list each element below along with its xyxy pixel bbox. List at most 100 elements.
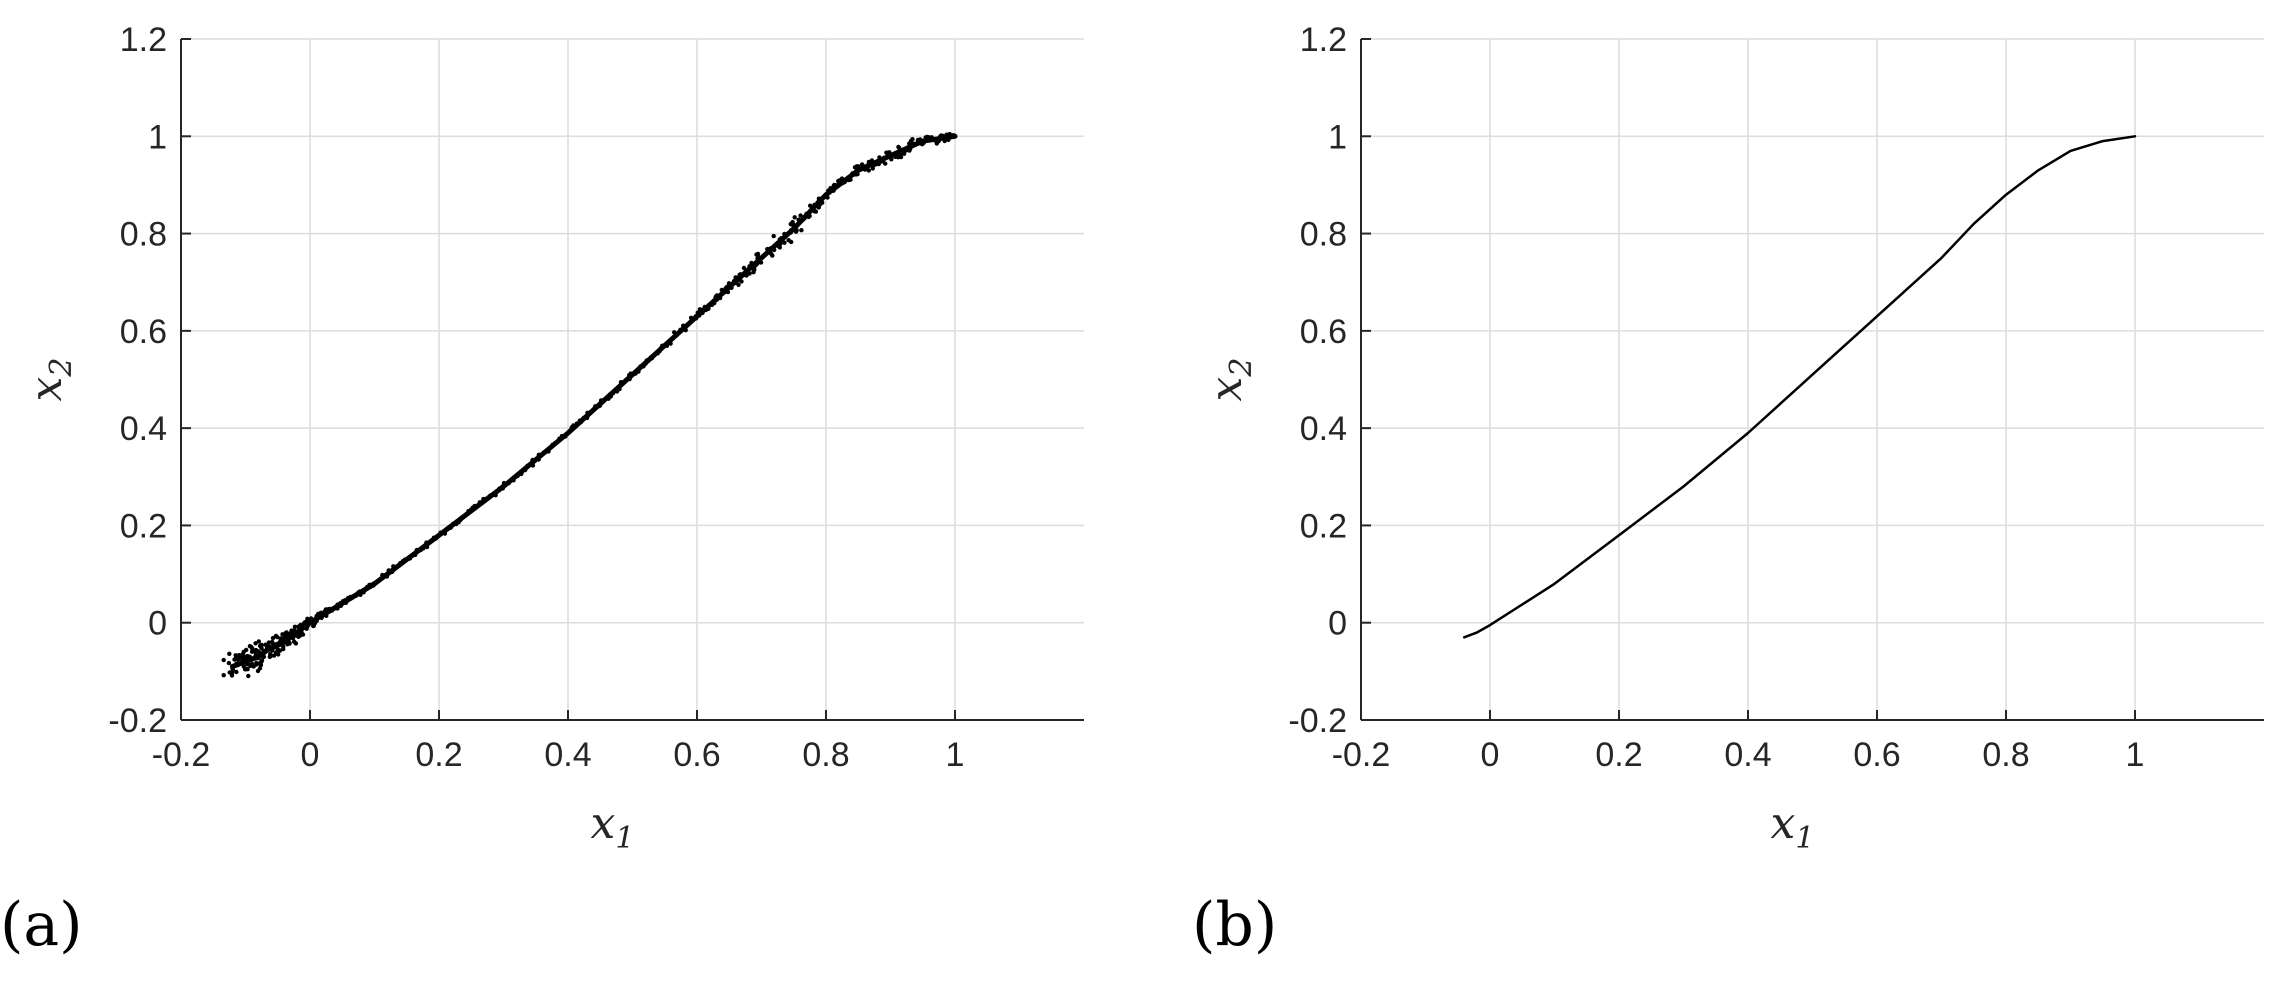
- panel-a-point-16-23: [820, 200, 825, 205]
- panel-a-point-20-8: [927, 135, 932, 140]
- panel-a-point-14-22: [752, 266, 757, 271]
- panel-a-point-13-0: [693, 314, 698, 319]
- panel-a-ylabel: x2: [21, 358, 79, 402]
- panel-b-plot: -0.2 0 0.2 0.4 0.6 0.8 1 -0.2 0 0.2 0.4 0.6 0.8 1 1.2 x…: [1201, 21, 2264, 856]
- panel-a-point-19-14: [899, 149, 904, 154]
- panel-a-point-11-14: [597, 403, 603, 408]
- panel-a-point-19-20: [907, 146, 913, 152]
- panel-a-point-6-0: [305, 616, 310, 621]
- panel-a-point-10-18: [541, 451, 546, 456]
- panel-a-point-9-21: [483, 496, 488, 502]
- panel-a-point-8-27: [433, 536, 439, 541]
- panel-a-point-3-22: [276, 647, 281, 653]
- panel-a-point-11-25: [623, 377, 629, 383]
- panel-a-point-16-16: [813, 209, 819, 214]
- panel-a-point-4-25: [289, 633, 294, 639]
- panel-a-point-9-24: [493, 493, 498, 498]
- panel-a-point-20-3: [919, 142, 925, 147]
- panel-a-point-18-21: [883, 161, 888, 166]
- panel-a-xtick-label-4: 0.6: [673, 736, 720, 774]
- panel-a-point-8-1: [373, 580, 378, 586]
- panel-a-point-18-6: [859, 162, 865, 167]
- panel-a-point-18-26: [889, 157, 894, 162]
- panel-a-point-12-19: [672, 330, 677, 335]
- panel-a-point-15-13: [768, 247, 773, 252]
- panel-a-point-3-11: [281, 646, 286, 652]
- panel-b-ytick-label-1: 0: [1328, 605, 1347, 643]
- panel-a-point-4-15: [287, 640, 292, 646]
- panel-a-xtick-label-6: 1: [946, 736, 965, 774]
- panel-a-point-18-22: [877, 159, 882, 165]
- panel-a-point-10-15: [536, 457, 541, 462]
- panel-a-point-0-1: [221, 657, 226, 663]
- panel-a-point-17-4: [828, 186, 833, 191]
- panel-a-point-14-14: [741, 265, 747, 271]
- panel-a-point-14-24: [749, 260, 754, 266]
- panel-a-point-10-13: [530, 457, 535, 463]
- panel-b-xtick-label-3: 0.4: [1724, 736, 1771, 774]
- panel-a-point-7-26: [368, 584, 373, 590]
- panel-a-point-11-16: [602, 397, 608, 402]
- panel-a-point-15-17: [782, 240, 787, 245]
- panel-a-point-7-16: [357, 589, 362, 594]
- panel-a-point-15-15: [771, 233, 776, 239]
- panel-a-point-16-13: [806, 214, 811, 220]
- panel-a-point-9-2: [442, 531, 448, 536]
- panel-a-point-19-8: [894, 150, 899, 156]
- panel-a-point-18-27: [882, 155, 887, 160]
- panel-a-point-1-27: [249, 661, 255, 667]
- panel-a-point-15-24: [782, 231, 787, 237]
- panel-a-point-10-27: [563, 434, 568, 439]
- panel-a-point-14-5: [736, 282, 741, 287]
- panel-a-point-15-25: [788, 230, 793, 235]
- panel-a-point-4-3: [276, 642, 282, 647]
- panel-a-point-12-0: [628, 371, 633, 376]
- panel-a-point-9-1: [438, 530, 443, 535]
- panel-a-point-12-21: [678, 327, 683, 332]
- panel-a-point-10-26: [559, 433, 565, 439]
- panel-a-ytick-label-6: 1: [148, 118, 167, 156]
- panel-a-ytick-label-3: 0.4: [120, 410, 167, 448]
- panel-a-point-6-23: [333, 605, 338, 611]
- panel-a-point-11-26: [627, 376, 632, 382]
- panel-a-point-17-5: [827, 190, 832, 195]
- panel-a-point-16-2: [799, 228, 804, 233]
- panel-a-point-8-7: [386, 568, 391, 573]
- panel-a-series-line-0: [230, 133, 958, 669]
- panel-a-point-3-27: [275, 634, 280, 640]
- panel-a-point-10-12: [530, 463, 536, 468]
- panel-a-point-11-9: [585, 410, 590, 415]
- panel-a-point-0-11: [246, 673, 251, 679]
- panel-b-ytick-label-4: 0.6: [1300, 313, 1347, 351]
- panel-a-point-17-11: [834, 183, 839, 188]
- panel-b-xtick-label-5: 0.8: [1982, 736, 2029, 774]
- panel-a-point-8-5: [384, 574, 390, 579]
- panel-a-point-2-24: [267, 644, 273, 650]
- panel-b-ytick-label-7: 1.2: [1300, 21, 1347, 59]
- panel-a-point-14-17: [747, 271, 752, 276]
- panel-a-point-5-1: [291, 628, 296, 633]
- panel-a-point-11-7: [581, 415, 586, 421]
- panel-b-ytick-label-5: 0.8: [1300, 216, 1347, 254]
- panel-a-point-18-5: [861, 165, 867, 171]
- panel-a-point-2-21: [256, 649, 261, 654]
- panel-a-point-16-4: [791, 222, 797, 228]
- panel-a-point-10-6: [515, 473, 520, 479]
- panel-a-point-0-20: [236, 657, 241, 662]
- panel-a-point-6-7: [314, 618, 319, 624]
- panel-a-point-14-1: [724, 284, 730, 289]
- panel-a-point-0-26: [233, 653, 238, 658]
- panel-a-ytick-label-1: 0: [148, 605, 167, 643]
- panel-a-point-20-16: [942, 138, 947, 144]
- panel-a-point-2-15: [259, 658, 265, 663]
- panel-a-point-5-5: [292, 624, 298, 629]
- panel-a-point-12-18: [674, 333, 679, 338]
- panel-a-point-0-2: [229, 664, 235, 669]
- panel-a-point-7-12: [353, 593, 358, 598]
- panel-a-point-20-17: [936, 138, 941, 143]
- panel-a-point-4-8: [280, 640, 285, 645]
- panel-a-point-15-21: [789, 239, 794, 245]
- panel-a-point-10-1: [501, 480, 507, 486]
- panel-a-point-5-12: [295, 624, 301, 629]
- panel-a-point-18-7: [866, 168, 871, 173]
